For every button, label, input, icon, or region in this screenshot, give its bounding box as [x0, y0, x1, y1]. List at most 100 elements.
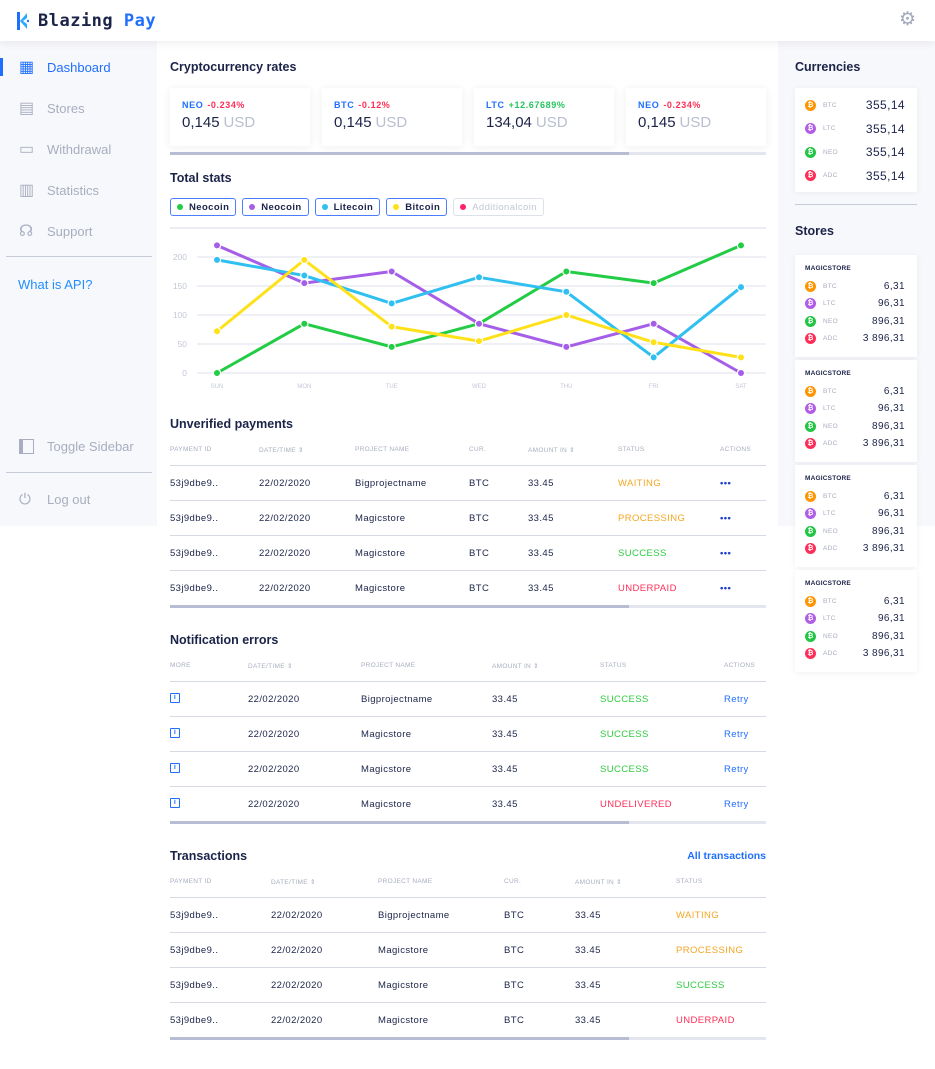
more-actions-icon[interactable]: ••• [720, 513, 732, 524]
cell: 22/02/2020 [271, 910, 323, 921]
toggle-sidebar-button[interactable]: Toggle Sidebar [0, 434, 157, 458]
coin-icon: ₿ [805, 170, 816, 181]
data-point[interactable] [649, 353, 658, 362]
rate-card[interactable]: LTC +12.67689% 134,04 USD [474, 88, 614, 146]
data-point[interactable] [300, 319, 309, 328]
cell: 22/02/2020 [248, 764, 300, 775]
store-card[interactable]: MAGICSTORE ₿ BTC 6,31 ₿ LTC 96,31 ₿ NEO 896,31 ₿ AD… [795, 465, 917, 567]
data-point[interactable] [562, 267, 571, 276]
column-header[interactable]: DATE/TIME ⇕ [248, 663, 293, 670]
cell: Magicstore [355, 513, 406, 524]
status-badge: UNDERPAID [618, 583, 677, 594]
data-point[interactable] [736, 368, 746, 378]
store-card[interactable]: MAGICSTORE ₿ BTC 6,31 ₿ LTC 96,31 ₿ NEO 896,31 ₿ AD… [795, 570, 917, 672]
data-point[interactable] [387, 299, 396, 308]
data-point[interactable] [562, 310, 571, 320]
sidebar-item-support[interactable]: ☊ Support [0, 219, 157, 243]
data-point[interactable] [300, 255, 309, 265]
info-icon[interactable]: i [170, 728, 180, 738]
data-point[interactable] [736, 282, 746, 292]
cell: Magicstore [361, 764, 412, 775]
logout-button[interactable]: ⏻ Log out [0, 487, 157, 511]
currencies-card: ₿ BTC 355,14 ₿ LTC 355,14 ₿ NEO 355,14 ₿ ADC 355,14 [795, 88, 917, 192]
rates-title: Cryptocurrency rates [170, 60, 297, 74]
retry-button[interactable]: Retry [724, 694, 749, 705]
data-point[interactable] [387, 342, 396, 352]
cell: 53j9dbe9.. [170, 910, 219, 921]
table-scrollbar[interactable] [170, 1037, 766, 1040]
coin-code: ADC [823, 172, 838, 179]
data-point[interactable] [387, 267, 396, 276]
retry-button[interactable]: Retry [724, 729, 749, 740]
rate-card[interactable]: BTC -0.12% 0,145 USD [322, 88, 462, 146]
what-is-api-link[interactable]: What is API? [18, 277, 93, 292]
data-point[interactable] [300, 278, 309, 288]
column-header[interactable]: DATE/TIME ⇕ [259, 447, 304, 454]
data-point[interactable] [212, 368, 222, 378]
info-icon[interactable]: i [170, 798, 180, 808]
data-point[interactable] [649, 319, 658, 328]
data-point[interactable] [212, 241, 222, 250]
coin-code: LTC [823, 510, 836, 517]
legend-dot-icon [321, 204, 328, 210]
column-header[interactable]: AMOUNT IN ⇕ [575, 879, 622, 886]
info-icon[interactable]: i [170, 693, 180, 703]
legend-item-litecoin[interactable]: Litecoin [314, 198, 381, 216]
table-scrollbar[interactable] [170, 605, 766, 608]
data-point[interactable] [736, 241, 746, 250]
more-actions-icon[interactable]: ••• [720, 583, 732, 594]
cell: BTC [469, 583, 490, 594]
table-scrollbar[interactable] [170, 821, 766, 824]
column-header[interactable]: AMOUNT IN ⇕ [492, 663, 539, 670]
sidebar-item-dashboard[interactable]: ▦ Dashboard [0, 55, 157, 79]
data-point[interactable] [649, 278, 658, 288]
more-actions-icon[interactable]: ••• [720, 478, 732, 489]
data-point[interactable] [649, 338, 658, 347]
legend-item-bitcoin[interactable]: Bitcoin [386, 198, 448, 216]
cell: BTC [504, 1015, 525, 1026]
currencies-title: Currencies [795, 60, 861, 74]
legend-item-neocoin[interactable]: Neocoin [170, 198, 237, 216]
data-point[interactable] [562, 342, 571, 352]
data-point[interactable] [300, 271, 309, 280]
rate-code: NEO [638, 100, 660, 110]
table-row: i 22/02/2020 Magicstore 33.45 SUCCESS Retry [170, 716, 766, 752]
coin-icon: ₿ [805, 630, 816, 642]
rate-card[interactable]: NEO -0.234% 0,145 USD [170, 88, 310, 146]
settings-gear-icon[interactable]: ⚙ [899, 9, 917, 30]
data-point[interactable] [562, 287, 571, 297]
column-header[interactable]: DATE/TIME ⇕ [271, 879, 316, 886]
data-point[interactable] [212, 327, 222, 336]
store-card[interactable]: MAGICSTORE ₿ BTC 6,31 ₿ LTC 96,31 ₿ NEO 896,31 ₿ AD… [795, 255, 917, 357]
data-point[interactable] [474, 273, 484, 282]
data-point[interactable] [736, 353, 746, 362]
sidebar-item-withdrawal[interactable]: ▭ Withdrawal [0, 137, 157, 161]
retry-button[interactable]: Retry [724, 799, 749, 810]
scrollbar-thumb[interactable] [170, 821, 629, 824]
data-point[interactable] [387, 322, 396, 331]
rate-value-row: 0,145 USD [638, 114, 754, 131]
data-point[interactable] [212, 255, 222, 265]
logo[interactable]: Blazing Pay [16, 10, 156, 32]
sidebar-item-statistics[interactable]: ▥ Statistics [0, 178, 157, 202]
all-transactions-link[interactable]: All transactions [687, 850, 766, 862]
legend-item-additionalcoin[interactable]: Additionalcoin [453, 198, 544, 216]
coin-code: LTC [823, 300, 836, 307]
rate-card[interactable]: NEO -0.234% 0,145 USD [626, 88, 766, 146]
info-icon[interactable]: i [170, 763, 180, 773]
coin-icon: ₿ [805, 146, 816, 158]
data-point[interactable] [474, 319, 484, 328]
column-header[interactable]: AMOUNT IN ⇕ [528, 447, 575, 454]
scrollbar-thumb[interactable] [170, 152, 629, 155]
retry-button[interactable]: Retry [724, 764, 749, 775]
scrollbar-thumb[interactable] [170, 1037, 629, 1040]
store-card[interactable]: MAGICSTORE ₿ BTC 6,31 ₿ LTC 96,31 ₿ NEO 896,31 ₿ AD… [795, 360, 917, 462]
rates-scrollbar[interactable] [170, 152, 766, 155]
legend-item-neocoin[interactable]: Neocoin [242, 198, 309, 216]
more-actions-icon[interactable]: ••• [720, 548, 732, 559]
data-point[interactable] [474, 336, 484, 346]
sidebar-item-stores[interactable]: ▤ Stores [0, 96, 157, 120]
coin-value: 355,14 [865, 145, 905, 159]
scrollbar-thumb[interactable] [170, 605, 629, 608]
cell: 53j9dbe9.. [170, 548, 219, 559]
